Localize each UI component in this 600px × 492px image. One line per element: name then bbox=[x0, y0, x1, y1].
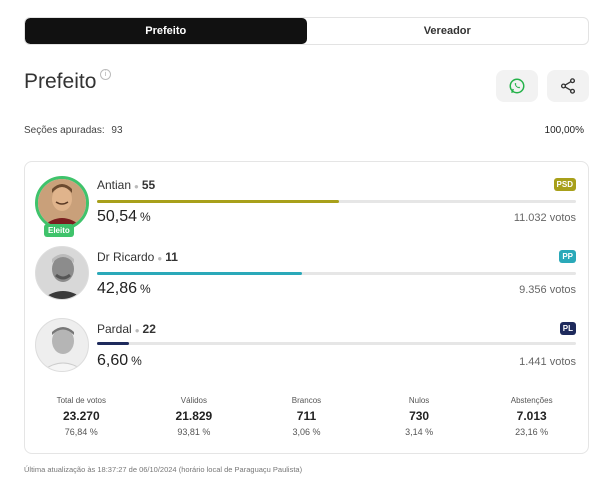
stat-percent: 93,81 % bbox=[177, 427, 211, 437]
office-tabs: Prefeito Vereador bbox=[24, 17, 589, 45]
stat-value: 23.270 bbox=[62, 409, 100, 423]
percent-sign: % bbox=[140, 210, 151, 224]
whatsapp-icon bbox=[509, 78, 525, 94]
tab-prefeito[interactable]: Prefeito bbox=[25, 18, 307, 44]
candidate-row[interactable]: Pardal ● 22 PL 6,60% 1.441 votos bbox=[25, 318, 588, 388]
stat-percent: 3,14 % bbox=[405, 427, 434, 437]
candidate-votes: 9.356 votos bbox=[519, 284, 576, 296]
stat-percent: 76,84 % bbox=[64, 427, 98, 437]
sections-percent: 100,00% bbox=[544, 125, 584, 136]
candidate-name: Pardal ● 22 bbox=[97, 322, 156, 336]
sections-label: Seções apuradas: bbox=[24, 125, 105, 136]
candidate-photo bbox=[35, 176, 89, 230]
info-icon[interactable]: i bbox=[100, 69, 111, 80]
candidate-row[interactable]: Dr Ricardo ● 11 PP 42,86% 9.356 votos bbox=[25, 246, 588, 316]
summary-stats: Total de votos 23.270 76,84 % Válidos 21… bbox=[25, 396, 588, 437]
results-card: Eleito Antian ● 55 PSD 50,54% 11.032 votos… bbox=[24, 161, 589, 454]
candidate-name: Dr Ricardo ● 11 bbox=[97, 250, 178, 264]
candidate-percent: 6,60% bbox=[97, 352, 142, 370]
candidate-row[interactable]: Eleito Antian ● 55 PSD 50,54% 11.032 votos bbox=[25, 174, 588, 244]
stat-label: Abstenções bbox=[510, 396, 553, 405]
candidate-percent-value: 50,54 bbox=[97, 208, 138, 225]
stat-percent: 23,16 % bbox=[515, 427, 549, 437]
elected-badge: Eleito bbox=[44, 224, 74, 237]
party-badge: PP bbox=[559, 250, 576, 263]
stat-label: Brancos bbox=[291, 396, 322, 405]
candidate-name-text: Pardal bbox=[97, 322, 132, 336]
party-badge: PSD bbox=[553, 178, 576, 191]
stat-blank: Brancos 711 3,06 % bbox=[250, 396, 363, 437]
candidate-number: 22 bbox=[142, 322, 156, 336]
stat-abstentions: Abstenções 7.013 23,16 % bbox=[475, 396, 588, 437]
candidate-photo bbox=[35, 318, 89, 372]
stat-label: Total de votos bbox=[56, 396, 106, 405]
candidate-percent: 50,54% bbox=[97, 208, 151, 226]
stat-percent: 3,06 % bbox=[292, 427, 321, 437]
stat-null: Nulos 730 3,14 % bbox=[363, 396, 476, 437]
page-title: Prefeito bbox=[24, 70, 97, 93]
candidate-votes: 1.441 votos bbox=[519, 356, 576, 368]
stat-label: Válidos bbox=[180, 396, 208, 405]
candidate-name-text: Antian bbox=[97, 178, 132, 192]
share-button[interactable] bbox=[547, 70, 589, 102]
candidate-name: Antian ● 55 bbox=[97, 178, 156, 192]
tab-vereador[interactable]: Vereador bbox=[423, 25, 471, 37]
stat-valid: Válidos 21.829 93,81 % bbox=[138, 396, 251, 437]
stat-value: 7.013 bbox=[516, 409, 547, 423]
candidate-percent-value: 42,86 bbox=[97, 280, 138, 297]
candidate-number: 55 bbox=[141, 178, 156, 192]
candidate-votes: 11.032 votos bbox=[513, 212, 576, 224]
candidate-percent: 42,86% bbox=[97, 280, 151, 298]
candidate-name-text: Dr Ricardo bbox=[97, 250, 155, 264]
vote-bar bbox=[97, 342, 576, 345]
whatsapp-share-button[interactable] bbox=[496, 70, 538, 102]
sections-counted: Seções apuradas: 93 bbox=[24, 125, 127, 136]
vote-bar bbox=[97, 272, 576, 275]
party-badge: PL bbox=[559, 322, 576, 335]
stat-value: 711 bbox=[296, 409, 317, 423]
candidate-percent-value: 6,60 bbox=[97, 352, 129, 369]
percent-sign: % bbox=[140, 282, 151, 296]
last-update-note: Última atualização às 18:37:27 de 06/10/… bbox=[24, 465, 303, 474]
stat-value: 21.829 bbox=[175, 409, 213, 423]
vote-bar-fill bbox=[97, 342, 129, 345]
stat-value: 730 bbox=[409, 409, 430, 423]
share-icon bbox=[560, 78, 576, 94]
vote-bar-fill bbox=[97, 200, 340, 203]
vote-bar-fill bbox=[97, 272, 303, 275]
candidate-number: 11 bbox=[165, 250, 178, 264]
percent-sign: % bbox=[131, 354, 142, 368]
stat-label: Nulos bbox=[408, 396, 430, 405]
vote-bar bbox=[97, 200, 576, 203]
stat-total: Total de votos 23.270 76,84 % bbox=[25, 396, 138, 437]
sections-count: 93 bbox=[111, 125, 123, 136]
candidate-photo bbox=[35, 246, 89, 300]
